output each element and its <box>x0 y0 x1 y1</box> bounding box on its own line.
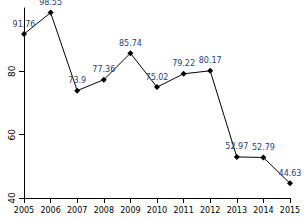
svg-text:2015: 2015 <box>280 206 300 215</box>
svg-text:80.17: 80.17 <box>199 56 222 65</box>
svg-text:75.02: 75.02 <box>146 73 169 82</box>
svg-text:2014: 2014 <box>253 206 273 215</box>
svg-text:77.36: 77.36 <box>92 65 115 74</box>
svg-text:44.63: 44.63 <box>279 169 302 178</box>
svg-text:52.79: 52.79 <box>252 143 275 152</box>
svg-text:2013: 2013 <box>227 206 247 215</box>
svg-text:2007: 2007 <box>67 206 87 215</box>
svg-text:2005: 2005 <box>14 206 34 215</box>
svg-text:85.74: 85.74 <box>119 39 142 48</box>
svg-text:80: 80 <box>7 65 17 77</box>
svg-text:2011: 2011 <box>173 206 193 215</box>
svg-text:91.76: 91.76 <box>13 20 36 29</box>
svg-text:60: 60 <box>7 129 17 141</box>
svg-text:98.55: 98.55 <box>39 0 62 7</box>
svg-text:73.9: 73.9 <box>68 76 86 85</box>
svg-text:2006: 2006 <box>40 206 60 215</box>
svg-text:2008: 2008 <box>94 206 114 215</box>
svg-text:2009: 2009 <box>120 206 140 215</box>
svg-text:2010: 2010 <box>147 206 167 215</box>
svg-text:79.22: 79.22 <box>172 59 195 68</box>
svg-text:40: 40 <box>7 192 17 204</box>
svg-text:2012: 2012 <box>200 206 220 215</box>
svg-text:52.97: 52.97 <box>225 142 248 151</box>
